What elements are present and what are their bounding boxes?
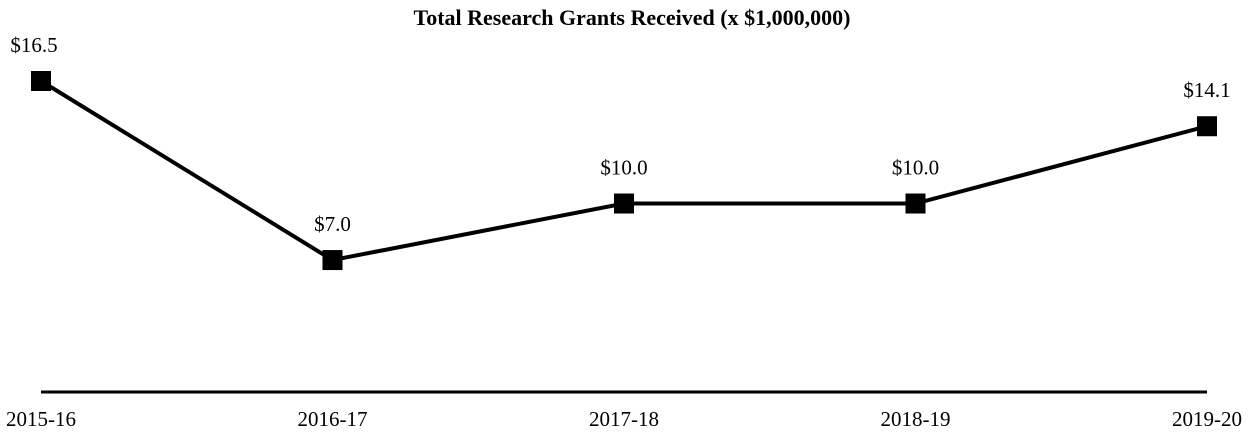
marker [905, 193, 926, 214]
marker [1197, 116, 1217, 137]
x-tick-label: 2018-19 [881, 407, 951, 431]
chart-title: Total Research Grants Received (x $1,000… [414, 5, 851, 30]
value-label: $7.0 [314, 212, 351, 236]
x-tick-label: 2017-18 [589, 407, 659, 431]
value-label: $10.0 [600, 155, 647, 179]
value-label: $14.1 [1183, 78, 1230, 102]
marker [614, 193, 634, 214]
x-tick-label: 2016-17 [298, 407, 368, 431]
x-tick-label: 2015-16 [6, 407, 76, 431]
value-label: $10.0 [892, 155, 939, 179]
x-tick-label: 2019-20 [1172, 407, 1242, 431]
value-label: $16.5 [10, 33, 57, 57]
marker [322, 250, 343, 271]
marker [31, 71, 51, 91]
